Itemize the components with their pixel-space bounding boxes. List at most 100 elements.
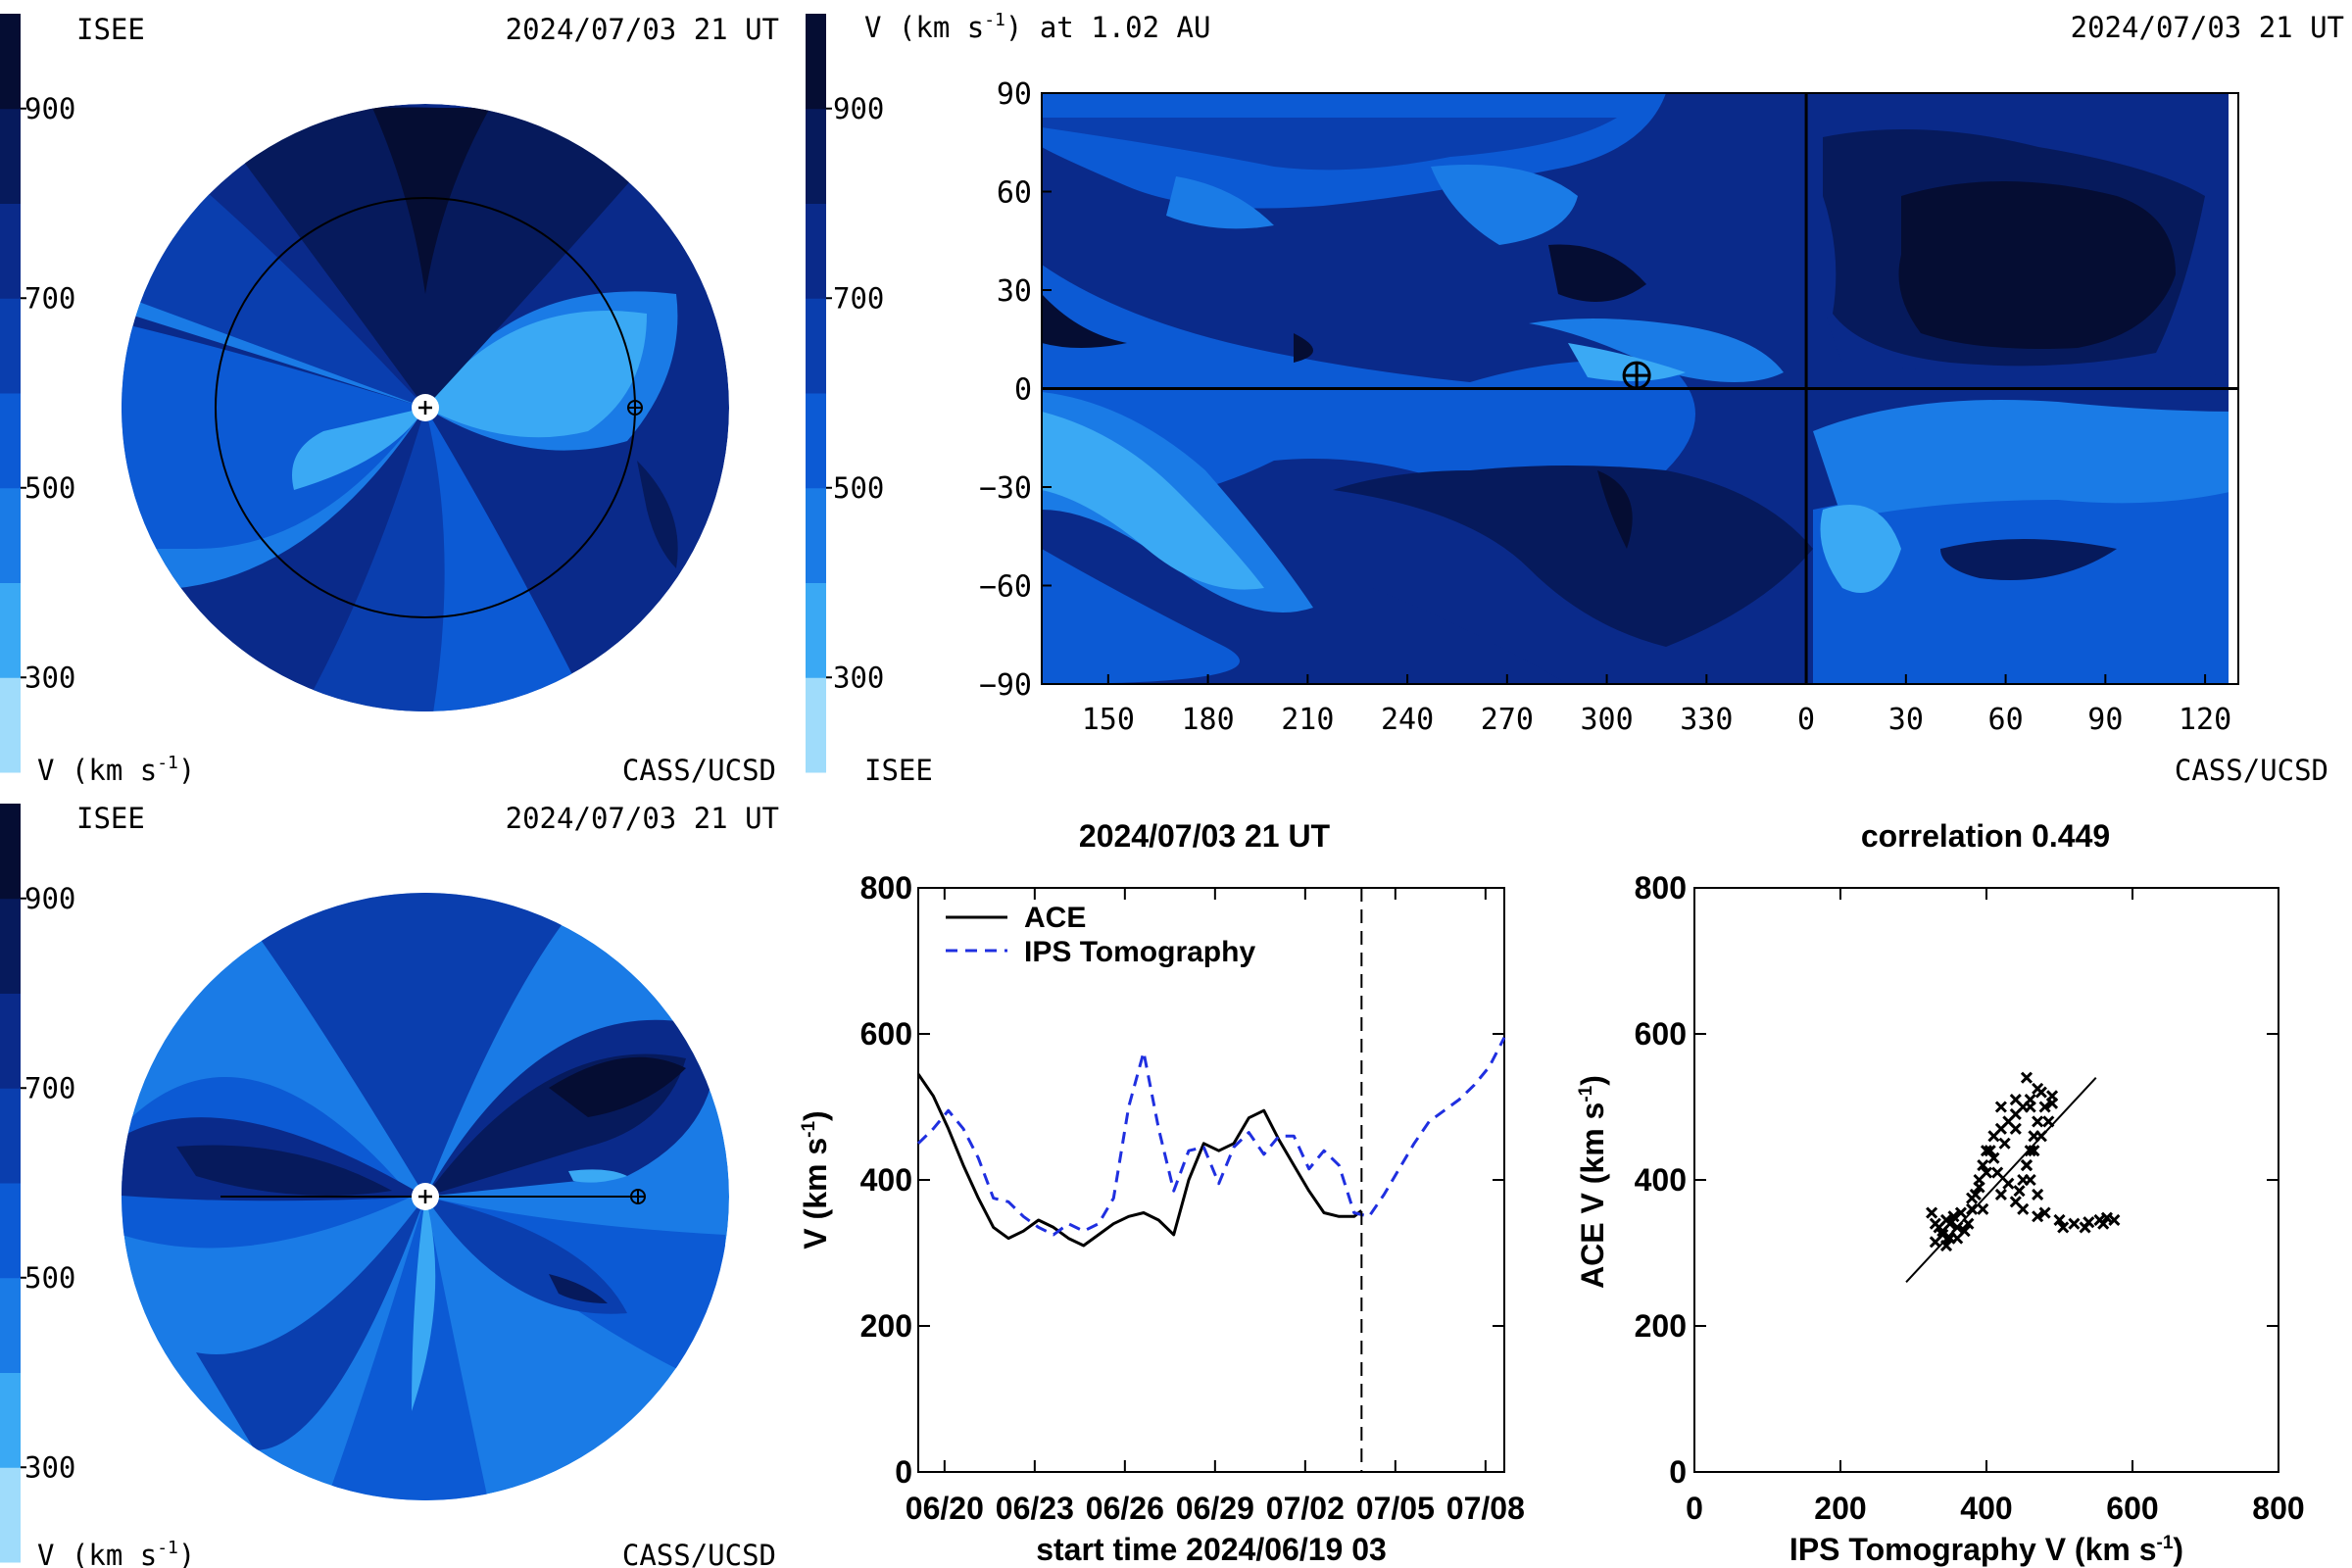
map-y-tick-label: 90 (997, 77, 1032, 112)
map-y-ticks: 90 60 30 0 −30 −60 −90 (979, 77, 1052, 703)
map-x-tick-label: 150 (1082, 703, 1135, 737)
scatter-point (2024, 1173, 2036, 1187)
scatter-point (2079, 1221, 2091, 1234)
map-x-tick-label: 240 (1381, 703, 1434, 737)
x-tick-label: 06/20 (906, 1491, 984, 1526)
y-axis-label: ACE V (km s-1) (1575, 1075, 1610, 1289)
scatter-point (1977, 1202, 1989, 1215)
unit-label: V (km s-1) (37, 1538, 195, 1568)
scatter-point (2097, 1217, 2110, 1230)
x-tick-label: 06/29 (1176, 1491, 1254, 1526)
bottom-left-panel: 900 700 500 300 ISEE 2024/07/03 21 UT V (km… (0, 802, 779, 1568)
scatter-point (1994, 1101, 2007, 1113)
scatter-point (1962, 1217, 1975, 1230)
colorbar-band (806, 487, 826, 583)
scatter-point (1939, 1239, 1953, 1252)
scatter-point (1929, 1236, 1941, 1249)
scatter-point (2042, 1115, 2055, 1128)
scatter-point (2009, 1122, 2022, 1135)
scatter-point (1947, 1210, 1960, 1223)
colorbar-band (0, 298, 21, 394)
scatter-point (2045, 1097, 2059, 1109)
colorbar-band (0, 108, 21, 204)
scatter-point (2032, 1082, 2044, 1095)
timestamp-label: 2024/07/03 21 UT (506, 802, 779, 835)
fit-line (1905, 1077, 2097, 1283)
colorbar-band (0, 1372, 21, 1468)
unit-label: V (km s-1) (37, 753, 195, 787)
x-axis-label: IPS Tomography V (km s-1) (1789, 1532, 2183, 1567)
y-tick-label: 0 (895, 1454, 912, 1490)
scatter-chart: correlation 0.449 800 600 400 200 0 0 200 400 6… (1575, 818, 2305, 1567)
colorbar-band (0, 993, 21, 1089)
colorbar-band (0, 1183, 21, 1279)
colorbar-band (0, 487, 21, 583)
colorbar-tick-label: 500 (833, 471, 884, 505)
colorbar-tick-label: 700 (833, 281, 884, 315)
scatter-point (2038, 1206, 2051, 1219)
isee-label: ISEE (76, 802, 145, 835)
colorbar-tick-label: 700 (24, 1071, 75, 1104)
top-left-panel: 900 700 500 300 ISEE 2024/07/03 21 UT V (km… (0, 13, 779, 787)
timestamp-label: 2024/07/03 21 UT (506, 13, 779, 46)
scatter-point (2017, 1202, 2030, 1215)
earth-icon (1622, 361, 1651, 390)
y-tick-label: 600 (1635, 1016, 1687, 1052)
scatter-point (1980, 1166, 1993, 1179)
colorbar-ticks: 900 700 500 300 (21, 92, 75, 694)
scatter-point (2002, 1177, 2015, 1190)
colorbar-band (806, 108, 826, 204)
colorbar-tick-label: 700 (24, 281, 75, 315)
cass-ucsd-label: CASS/UCSD (622, 1539, 776, 1568)
plot-frame (917, 887, 1505, 1473)
scatter-point (1926, 1206, 1938, 1219)
map-y-tick-label: 60 (997, 176, 1032, 211)
scatter-point (2013, 1185, 2026, 1198)
map-x-tick-label: 0 (1797, 703, 1815, 737)
scatter-point (1943, 1217, 1956, 1230)
scatter-point (1977, 1159, 1989, 1172)
legend-label-ace: ACE (1024, 902, 1086, 934)
plot-frame (1693, 887, 2279, 1473)
map-x-tick-label: 90 (2087, 703, 2123, 737)
x-axis-label: start time 2024/06/19 03 (1036, 1532, 1387, 1567)
colorbar-tick-label: 300 (24, 661, 75, 694)
colorbar-tick-label: 500 (24, 1261, 75, 1295)
legend: ACE IPS Tomography (946, 902, 1255, 968)
series-line-ace (916, 1073, 1363, 1248)
scatter-point (1958, 1225, 1971, 1238)
colorbar-tick-label: 300 (24, 1450, 75, 1484)
scatter-point (2057, 1221, 2070, 1234)
x-tick-label: 06/26 (1086, 1491, 1164, 1526)
colorbar-tick-label: 900 (24, 882, 75, 915)
scatter-point (1980, 1145, 1993, 1157)
colorbar-bands (0, 14, 21, 773)
colorbar-band (0, 1277, 21, 1373)
y-tick-label: 800 (860, 870, 912, 906)
scatter-point (2053, 1213, 2066, 1227)
map-y-tick-label: 30 (997, 274, 1032, 309)
colorbar-band (0, 1088, 21, 1184)
x-axis-ticks: 06/20 06/23 06/26 06/29 07/02 07/05 07/08 (906, 888, 1525, 1526)
colorbar-tick-label: 900 (24, 92, 75, 125)
scatter-point (2108, 1213, 2121, 1227)
map-title: V (km s-1) at 1.02 AU (864, 10, 1210, 44)
x-axis-ticks: 0 200 400 600 800 (1686, 888, 2305, 1526)
colorbar-band (0, 203, 21, 299)
earth-cross (1624, 363, 1650, 389)
map-x-tick-label: 180 (1181, 703, 1234, 737)
scatter-point (1973, 1181, 1985, 1194)
scatter-point (2032, 1210, 2044, 1223)
map-x-tick-label: 270 (1481, 703, 1534, 737)
colorbar-band (0, 1467, 21, 1563)
map-x-tick-label: 210 (1281, 703, 1334, 737)
y-tick-label: 400 (1635, 1162, 1687, 1198)
map-y-tick-label: −90 (979, 668, 1032, 703)
x-tick-label: 400 (1960, 1491, 2012, 1526)
colorbar-ticks: 900 700 500 300 (21, 882, 75, 1484)
isee-label: ISEE (864, 754, 933, 787)
cass-ucsd-label: CASS/UCSD (622, 754, 776, 787)
